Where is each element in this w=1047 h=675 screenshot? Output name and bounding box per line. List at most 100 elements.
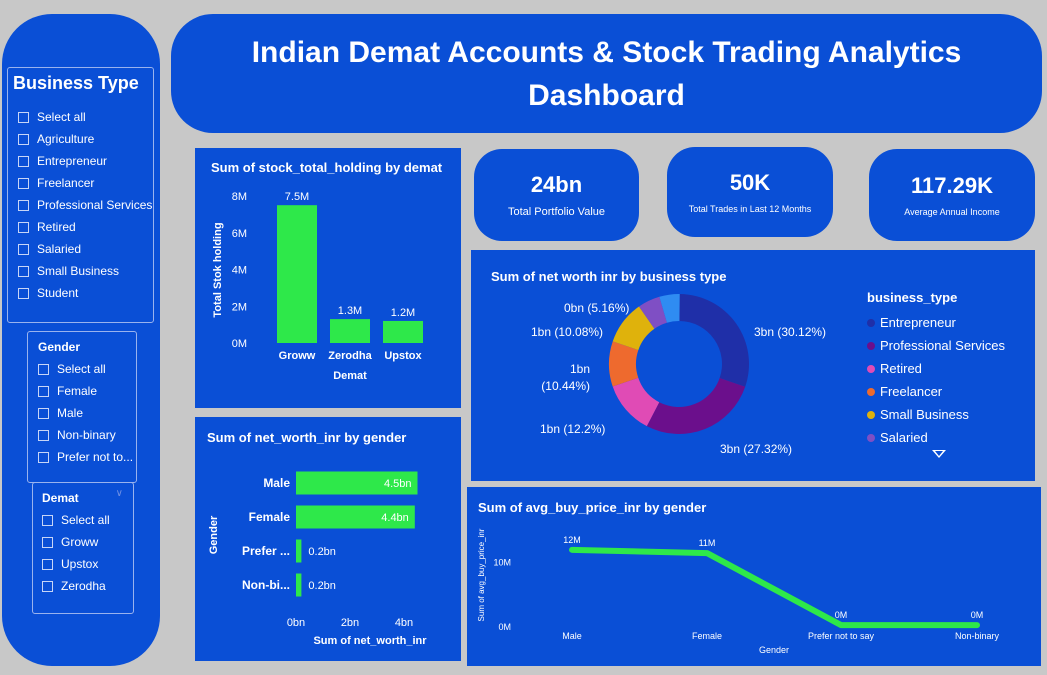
legend-scroll-down-icon-inner [935, 451, 943, 456]
legend-marker [867, 318, 875, 327]
demat-option-label: Groww [61, 535, 99, 549]
slice-data-label: 1bn (12.2%) [540, 422, 605, 436]
legend-label: Salaried [880, 430, 928, 445]
checkbox-icon[interactable] [38, 363, 49, 375]
avgbuy-line [569, 546, 980, 629]
legend-item-retired[interactable]: Retired [867, 357, 1005, 380]
donut-slice-professional-services [646, 378, 746, 434]
checkbox-icon[interactable] [18, 287, 29, 299]
bar-prefer [296, 539, 302, 563]
legend-label: Freelancer [880, 384, 943, 399]
avgbuy-by-gender-title: Sum of avg_buy_price_inr by gender [478, 500, 707, 515]
legend-label: Professional Services [880, 338, 1005, 353]
checkbox-icon[interactable] [18, 155, 29, 167]
gender-slicer-title: Gender [38, 340, 81, 354]
business-type-option-select-all[interactable]: Select all [18, 106, 153, 128]
business-type-slicer: Business Type Select all Agriculture Entre… [7, 67, 154, 323]
demat-slicer: Demat ∨ Select all Groww Upstox Zerodha [32, 482, 134, 614]
checkbox-icon[interactable] [18, 265, 29, 277]
bar-male [296, 471, 418, 495]
x-axis-label: Gender [759, 645, 789, 655]
holding-by-demat-card[interactable]: Sum of stock_total_holding by demat 0M 2M… [195, 148, 461, 408]
gender-option-label: Non-binary [57, 428, 116, 442]
business-type-option-entrepreneur[interactable]: Entrepreneur [18, 150, 153, 172]
y-tick-label: 10M [493, 558, 511, 568]
checkbox-icon[interactable] [18, 133, 29, 145]
networth-by-business-card[interactable]: Sum of net worth inr by business type 3b… [471, 250, 1035, 481]
business-type-option-freelancer[interactable]: Freelancer [18, 172, 153, 194]
business-type-option-professional-services[interactable]: Professional Services [18, 194, 153, 216]
legend-marker [867, 433, 875, 442]
legend-item-freelancer[interactable]: Freelancer [867, 380, 1005, 403]
demat-option-groww[interactable]: Groww [42, 531, 133, 553]
networth-by-gender-card[interactable]: Sum of net_worth_inr by gender 4.5bn Male… [195, 417, 461, 661]
gender-option-select-all[interactable]: Select all [38, 358, 136, 380]
business-type-option-agriculture[interactable]: Agriculture [18, 128, 153, 150]
business-type-option-retired[interactable]: Retired [18, 216, 153, 238]
checkbox-icon[interactable] [38, 429, 49, 441]
gender-option-female[interactable]: Female [38, 380, 136, 402]
chevron-down-icon[interactable]: ∨ [115, 488, 123, 499]
checkbox-icon[interactable] [42, 536, 53, 548]
bar-zerodha [330, 319, 370, 343]
checkbox-icon[interactable] [18, 177, 29, 189]
checkbox-icon[interactable] [38, 407, 49, 419]
legend-item-salaried[interactable]: Salaried [867, 426, 1005, 449]
avgbuy-by-gender-chart: 0M 10M Sum of avg_buy_price_inr 12M Male 11M F… [477, 528, 1000, 655]
gender-option-non-binary[interactable]: Non-binary [38, 424, 136, 446]
legend-item-small-business[interactable]: Small Business [867, 403, 1005, 426]
legend-marker [867, 410, 875, 419]
business-type-option-small-business[interactable]: Small Business [18, 260, 153, 282]
kpi-total-trades[interactable]: 50K Total Trades in Last 12 Months [667, 147, 833, 237]
x-tick-label: Female [692, 631, 722, 641]
y-axis-label: Gender [208, 515, 220, 554]
checkbox-icon[interactable] [38, 451, 49, 463]
gender-option-prefer-not-to[interactable]: Prefer not to... [38, 446, 136, 468]
demat-option-zerodha[interactable]: Zerodha [42, 575, 133, 597]
data-label: 4.5bn [384, 478, 412, 490]
kpi-total-trades-label: Total Trades in Last 12 Months [688, 204, 812, 214]
donut-slice-entrepreneur [679, 294, 749, 387]
dashboard-title: Indian Demat Accounts & Stock Trading An… [251, 35, 962, 112]
checkbox-icon[interactable] [18, 243, 29, 255]
checkbox-icon[interactable] [38, 385, 49, 397]
donut-slice-small-business [612, 306, 655, 351]
x-tick-label: 2bn [341, 617, 359, 629]
x-tick-label: Non-binary [955, 631, 1000, 641]
checkbox-icon[interactable] [42, 514, 53, 526]
checkbox-icon[interactable] [18, 111, 29, 123]
y-tick-label: Prefer ... [242, 544, 290, 558]
demat-option-select-all[interactable]: Select all [42, 509, 133, 531]
legend-item-professional-services[interactable]: Professional Services [867, 334, 1005, 357]
data-label: 0M [971, 610, 984, 620]
checkbox-icon[interactable] [42, 580, 53, 592]
demat-option-label: Zerodha [61, 579, 106, 593]
business-type-option-label: Salaried [37, 242, 82, 256]
data-label: 11M [699, 538, 716, 548]
x-tick-label: Male [562, 631, 582, 641]
avgbuy-by-gender-card[interactable]: Sum of avg_buy_price_inr by gender 0M 10M… [467, 487, 1041, 666]
legend-item-entrepreneur[interactable]: Entrepreneur [867, 311, 1005, 334]
business-type-legend: business_type Entrepreneur Professional S… [867, 290, 1005, 449]
business-type-option-salaried[interactable]: Salaried [18, 238, 153, 260]
checkbox-icon[interactable] [18, 199, 29, 211]
checkbox-icon[interactable] [18, 221, 29, 233]
data-label: 1.2M [391, 307, 415, 319]
y-tick-label: 4M [232, 265, 247, 277]
gender-option-male[interactable]: Male [38, 402, 136, 424]
business-type-option-label: Freelancer [37, 176, 95, 190]
data-label: 0.2bn [308, 546, 336, 558]
business-type-option-student[interactable]: Student [18, 282, 153, 304]
business-type-option-label: Student [37, 286, 79, 300]
kpi-portfolio-value[interactable]: 24bn Total Portfolio Value [474, 149, 639, 241]
y-tick-label: 8M [232, 191, 247, 203]
y-tick-label: 6M [232, 228, 247, 240]
gender-slicer: Gender Select all Female Male Non-binary Pre… [27, 331, 137, 483]
checkbox-icon[interactable] [42, 558, 53, 570]
x-tick-label: Zerodha [328, 350, 372, 362]
bar-upstox [383, 320, 423, 343]
kpi-annual-income[interactable]: 117.29K Average Annual Income [869, 149, 1035, 241]
gender-option-label: Select all [57, 362, 106, 376]
demat-option-upstox[interactable]: Upstox [42, 553, 133, 575]
data-label: 4.4bn [381, 512, 409, 524]
